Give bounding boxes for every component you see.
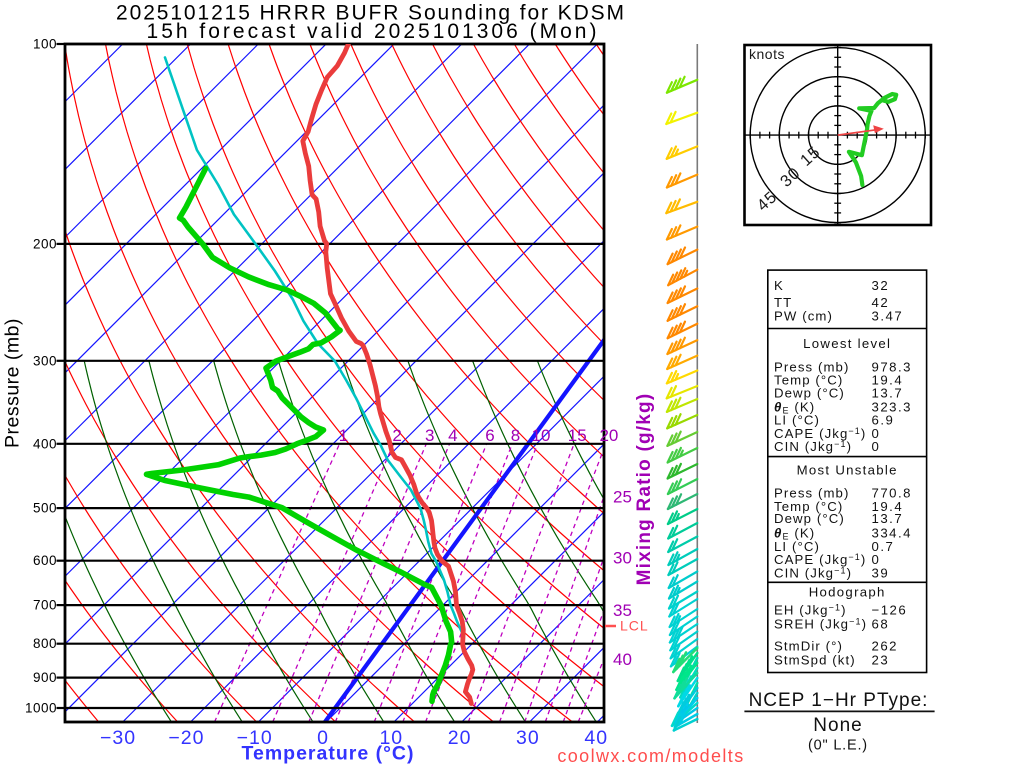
- svg-text:323.3: 323.3: [872, 400, 913, 415]
- svg-text:978.3: 978.3: [872, 359, 913, 374]
- svg-text:23: 23: [872, 653, 890, 668]
- svg-text:19.4: 19.4: [872, 499, 904, 514]
- svg-text:LCL: LCL: [620, 618, 649, 634]
- svg-text:600: 600: [33, 553, 57, 568]
- svg-text:LI (°C): LI (°C): [774, 539, 820, 554]
- svg-text:40: 40: [584, 727, 608, 749]
- svg-text:40: 40: [613, 650, 632, 669]
- svg-text:−126: −126: [872, 603, 908, 618]
- svg-text:1: 1: [339, 426, 348, 445]
- svg-text:0: 0: [872, 552, 881, 567]
- svg-text:30: 30: [613, 548, 632, 567]
- svg-text:10: 10: [532, 426, 551, 445]
- svg-text:LI (°C): LI (°C): [774, 413, 820, 428]
- svg-text:0.7: 0.7: [872, 539, 895, 554]
- svg-text:13.7: 13.7: [872, 511, 904, 526]
- svg-text:CIN (Jkg−1): CIN (Jkg−1): [774, 439, 852, 454]
- svg-text:0: 0: [317, 727, 329, 749]
- svg-text:15h forecast valid 2025101306: 15h forecast valid 2025101306 (Mon): [147, 20, 600, 43]
- svg-text:262: 262: [872, 639, 899, 654]
- svg-text:StmDir (°): StmDir (°): [774, 639, 843, 654]
- svg-text:Dewp (°C): Dewp (°C): [774, 386, 845, 401]
- svg-text:2: 2: [392, 426, 401, 445]
- svg-text:−20: −20: [168, 727, 204, 749]
- svg-text:35: 35: [613, 601, 632, 620]
- svg-text:20: 20: [448, 727, 472, 749]
- svg-text:knots: knots: [749, 46, 785, 62]
- svg-text:25: 25: [613, 488, 632, 507]
- svg-text:−10: −10: [237, 727, 273, 749]
- svg-text:Press (mb): Press (mb): [774, 486, 849, 501]
- svg-text:400: 400: [33, 436, 57, 451]
- svg-text:900: 900: [33, 670, 57, 685]
- svg-text:39: 39: [872, 565, 890, 580]
- svg-text:2025101215 HRRR BUFR Sounding: 2025101215 HRRR BUFR Sounding for KDSM: [116, 2, 626, 25]
- svg-text:6: 6: [485, 426, 494, 445]
- svg-text:6.9: 6.9: [872, 413, 895, 428]
- svg-text:CAPE (Jkg−1): CAPE (Jkg−1): [774, 426, 866, 441]
- svg-text:19.4: 19.4: [872, 372, 904, 387]
- svg-text:800: 800: [33, 636, 57, 651]
- svg-text:700: 700: [33, 598, 57, 613]
- svg-text:Pressure (mb): Pressure (mb): [2, 318, 24, 448]
- svg-text:30: 30: [516, 727, 540, 749]
- svg-text:770.8: 770.8: [872, 486, 913, 501]
- svg-text:42: 42: [872, 295, 890, 310]
- svg-text:Temp (°C): Temp (°C): [774, 372, 843, 387]
- svg-text:334.4: 334.4: [872, 526, 913, 541]
- svg-text:PW (cm): PW (cm): [774, 308, 833, 323]
- svg-text:(0" L.E.): (0" L.E.): [808, 738, 868, 754]
- svg-text:32: 32: [872, 278, 890, 293]
- svg-text:15: 15: [568, 426, 587, 445]
- svg-text:0: 0: [872, 439, 881, 454]
- svg-text:300: 300: [33, 353, 57, 368]
- svg-text:NCEP 1−Hr PType:: NCEP 1−Hr PType:: [749, 690, 929, 711]
- svg-text:500: 500: [33, 501, 57, 516]
- svg-text:−30: −30: [100, 727, 136, 749]
- svg-text:Mixing Ratio (g/kg): Mixing Ratio (g/kg): [634, 393, 655, 586]
- svg-text:0: 0: [872, 426, 881, 441]
- svg-text:13.7: 13.7: [872, 386, 904, 401]
- svg-text:68: 68: [872, 617, 890, 632]
- svg-text:3.47: 3.47: [872, 308, 904, 323]
- svg-text:Lowest level: Lowest level: [803, 336, 891, 351]
- svg-text:8: 8: [511, 426, 520, 445]
- svg-text:Hodograph: Hodograph: [809, 585, 886, 600]
- svg-text:3: 3: [425, 426, 434, 445]
- svg-text:10: 10: [379, 727, 403, 749]
- svg-text:1000: 1000: [25, 701, 57, 716]
- svg-text:Temperature (°C): Temperature (°C): [242, 743, 415, 765]
- svg-text:4: 4: [448, 426, 457, 445]
- svg-text:None: None: [813, 715, 862, 736]
- svg-text:EH (Jkg−1): EH (Jkg−1): [774, 603, 847, 618]
- svg-text:Most Unstable: Most Unstable: [797, 462, 898, 477]
- svg-text:Dewp (°C): Dewp (°C): [774, 511, 845, 526]
- svg-text:CAPE (Jkg−1): CAPE (Jkg−1): [774, 552, 866, 567]
- svg-text:Press (mb): Press (mb): [774, 359, 849, 374]
- svg-text:100: 100: [33, 37, 57, 52]
- svg-text:CIN (Jkg−1): CIN (Jkg−1): [774, 565, 852, 580]
- svg-text:SREH (Jkg−1): SREH (Jkg−1): [774, 617, 867, 632]
- svg-text:200: 200: [33, 236, 57, 251]
- svg-text:K: K: [774, 278, 784, 293]
- svg-text:coolwx.com/modelts: coolwx.com/modelts: [557, 746, 744, 766]
- svg-text:StmSpd (kt): StmSpd (kt): [774, 653, 856, 668]
- svg-text:Temp (°C): Temp (°C): [774, 499, 843, 514]
- svg-text:TT: TT: [774, 295, 792, 310]
- svg-text:20: 20: [599, 426, 618, 445]
